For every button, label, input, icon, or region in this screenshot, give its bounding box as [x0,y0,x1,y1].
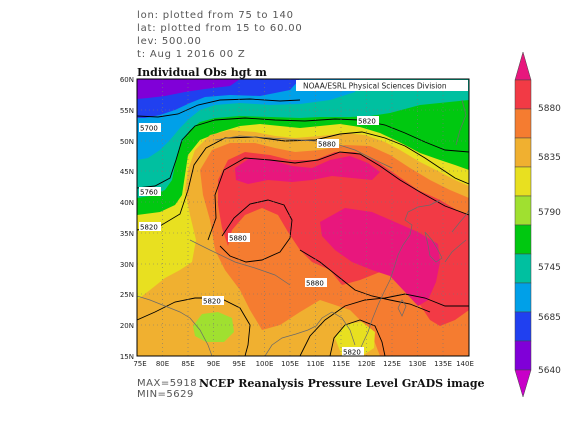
plot-frame [136,78,470,357]
lat-tick: 20N [120,322,134,330]
colorbar-label: 5640 [538,366,561,376]
lon-tick: 135E [434,360,452,368]
grid-lines [137,79,469,356]
plot-title: Individual Obs hgt m [137,66,267,79]
lat-tick: 60N [120,76,134,84]
lon-tick: 90E [207,360,220,368]
lon-tick: 130E [409,360,427,368]
contour-5880 [207,151,469,313]
contour-label: 5820 [358,118,376,126]
colorbar-swatch [514,282,532,313]
contour-label: 5880 [306,280,324,288]
contour-label: 5820 [203,298,221,306]
coast-china-east [356,199,441,356]
contour-label: 5820 [343,349,361,357]
contour-lines [137,98,469,356]
colorbar-bottom-arrow [514,369,532,398]
lon-tick: 75E [133,360,146,368]
coast-korea [424,231,443,263]
contour-label: 5820 [140,224,158,232]
colorbar-label: 5790 [538,208,561,218]
lon-tick: 80E [156,360,169,368]
lon-range-text: lon: plotted from 75 to 140 [137,10,294,21]
band-5745 [137,79,469,198]
colorbar-label: 5880 [538,104,561,114]
colorbar-swatch [514,166,532,197]
lat-axis: 60N 55N 50N 45N 40N 35N 30N 25N 20N 15N [120,76,134,361]
lon-axis: 75E 80E 85E 90E 95E 100E 105E 110E 115E … [133,360,474,368]
time-text: t: Aug 1 2016 00 Z [137,49,246,60]
colorbar-swatch [514,253,532,284]
coast-japan [444,209,469,263]
colorbar-swatch [514,108,532,139]
contour-label: 5760 [140,189,158,197]
contour-label: 5700 [140,125,158,133]
contour-5820-east [299,293,469,356]
level-text: lev: 500.00 [137,36,202,47]
lon-tick: 105E [281,360,299,368]
lon-tick: 115E [332,360,350,368]
band-5900-north [235,156,380,184]
colorbar-label: 5685 [538,313,561,323]
lat-tick: 55N [120,107,134,115]
lon-tick: 125E [383,360,401,368]
color-bar: 5880 5835 5790 5745 5685 5640 [514,51,561,398]
colorbar-top-arrow [514,51,532,81]
footer-title: NCEP Reanalysis Pressure Level GrADS ima… [199,377,485,390]
lat-tick: 35N [120,230,134,238]
lat-tick: 50N [120,138,134,146]
border-himalaya [189,239,291,286]
colorbar-swatch [514,224,532,255]
contour-5820-southeast [329,319,386,356]
lat-tick: 45N [120,168,134,176]
coast-sakhalin [455,99,467,146]
colorbar-swatch [514,195,532,226]
lat-tick: 15N [120,353,134,361]
lat-tick: 25N [120,291,134,299]
lat-tick: 30N [120,261,134,269]
lon-tick: 95E [232,360,245,368]
lon-tick: 85E [181,360,194,368]
credit-text: NOAA/ESRL Physical Sciences Division [303,82,447,91]
lon-tick: 140E [456,360,474,368]
colorbar-swatch [514,137,532,168]
border-mongolia [214,135,393,169]
lat-range-text: lat: plotted from 15 to 60.00 [137,23,303,34]
lon-tick: 120E [358,360,376,368]
contour-5820-north [137,131,469,231]
coast-indochina [264,311,356,356]
colorbar-label: 5835 [538,153,561,163]
colorbar-swatch [514,311,532,342]
contour-5700 [137,98,301,118]
lon-tick: 100E [256,360,274,368]
colorbar-label: 5745 [538,263,561,273]
colorbar-swatch [514,340,532,371]
max-value: MAX=5918 [137,378,198,389]
lat-tick: 40N [120,199,134,207]
credit-box [296,80,468,91]
colorbar-swatch [514,79,532,110]
coast-india [137,295,213,356]
contour-label-group: 5700 5760 5820 5820 5880 5880 5880 5820 … [139,116,379,357]
filled-contours: NOAA/ESRL Physical Sciences Division 570… [137,79,469,357]
coastlines [137,99,469,356]
coast-taiwan [397,299,407,317]
contour-label: 5880 [318,141,336,149]
min-value: MIN=5629 [137,389,194,400]
contour-label: 5880 [229,235,247,243]
contour-5760 [137,117,469,189]
lon-tick: 110E [307,360,325,368]
band-5900-east [320,208,440,306]
